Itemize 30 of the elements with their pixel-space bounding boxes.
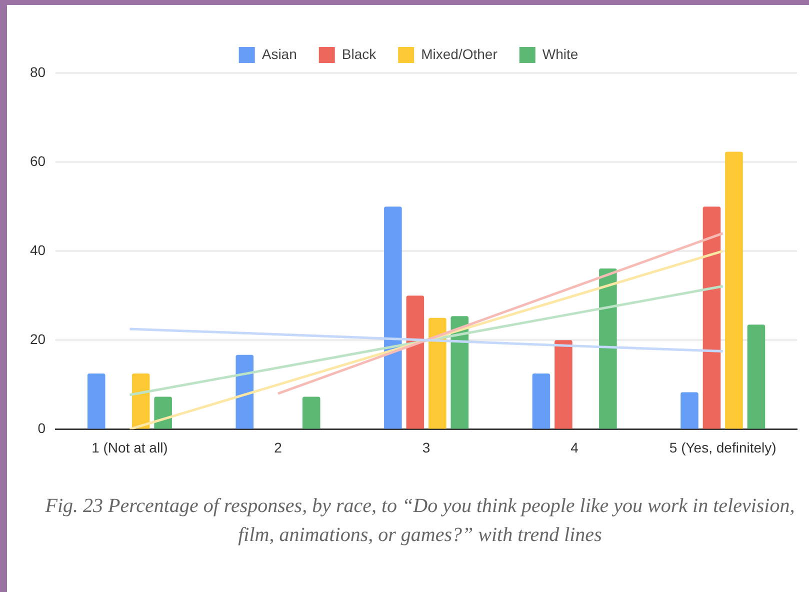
legend-label: Black <box>342 46 378 62</box>
legend-label: Mixed/Other <box>421 46 498 62</box>
bar <box>384 206 402 429</box>
x-tick-label: 2 <box>274 439 282 456</box>
bar <box>599 268 617 429</box>
y-tick-label: 40 <box>30 242 46 258</box>
x-tick-label: 3 <box>422 439 430 456</box>
legend-label: White <box>542 46 578 62</box>
x-tick-label: 4 <box>570 439 579 456</box>
x-tick-label: 5 (Yes, definitely) <box>669 439 776 456</box>
bar <box>702 206 721 429</box>
bar <box>236 354 254 429</box>
legend-label: Asian <box>262 46 297 62</box>
y-tick-label: 80 <box>30 64 46 80</box>
bar <box>154 396 172 429</box>
caption: Fig. 23 Percentage of responses, by race, to “Do you think people like you work in television, film, animations, or games?” with trend lines <box>44 494 796 548</box>
bar <box>747 324 766 429</box>
x-tick-label: 1 (Not at all) <box>92 439 168 456</box>
bar <box>450 316 469 429</box>
bar <box>428 318 446 429</box>
bar <box>87 374 106 429</box>
bar <box>532 374 550 429</box>
bar <box>680 392 698 429</box>
y-tick-label: 60 <box>30 152 46 169</box>
y-tick-label: 20 <box>30 331 46 348</box>
y-tick-label: 0 <box>38 420 46 436</box>
bar <box>554 340 572 429</box>
bar <box>406 296 424 429</box>
bar <box>302 396 320 429</box>
bar <box>725 152 743 429</box>
